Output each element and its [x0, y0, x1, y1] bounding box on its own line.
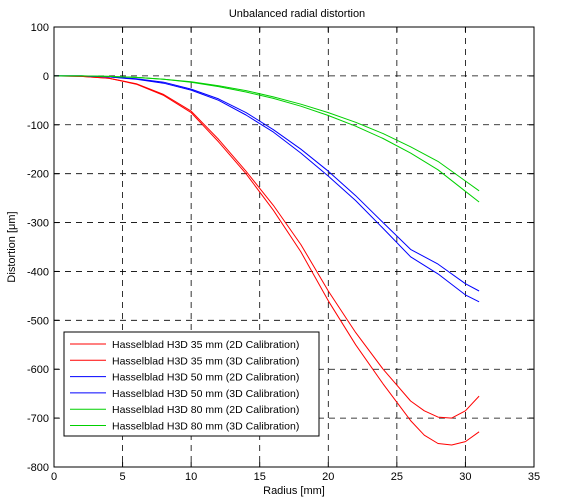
y-tick-label: -500	[27, 315, 49, 327]
legend-label: Hasselblad H3D 80 mm (2D Calibration)	[112, 404, 299, 416]
y-tick-label: -200	[27, 169, 49, 181]
x-tick-label: 25	[391, 471, 403, 483]
legend: Hasselblad H3D 35 mm (2D Calibration) Has…	[63, 331, 320, 437]
legend-box	[63, 331, 320, 437]
y-tick-label: -800	[27, 462, 49, 474]
x-tick-label: 15	[254, 471, 266, 483]
legend-label: Hasselblad H3D 35 mm (2D Calibration)	[112, 339, 299, 351]
x-axis-label: Radius [mm]	[263, 485, 325, 497]
legend-label: Hasselblad H3D 50 mm (3D Calibration)	[112, 388, 299, 400]
y-tick-label: -400	[27, 266, 49, 278]
y-tick-label: -100	[27, 120, 49, 132]
x-tick-label: 20	[322, 471, 334, 483]
x-tick-label: 10	[185, 471, 197, 483]
chart-title: Unbalanced radial distortion	[229, 8, 365, 20]
tick-layer: 0 5 10 15 20 25 30 35 100 0 -100 -200 -300 -400 -500 -6…	[27, 22, 540, 483]
plot-frame	[53, 26, 535, 468]
series-line	[54, 75, 480, 203]
y-tick-label: 0	[43, 71, 49, 83]
legend-label: Hasselblad H3D 35 mm (3D Calibration)	[112, 355, 299, 367]
y-axis-label: Distortion [μm]	[6, 211, 18, 282]
y-tick-label: -600	[27, 364, 49, 376]
y-tick-label: -700	[27, 413, 49, 425]
series-line	[53, 75, 480, 446]
x-tick-label: 5	[120, 471, 126, 483]
x-tick-label: 35	[528, 471, 540, 483]
series-layer	[53, 75, 480, 446]
legend-items: Hasselblad H3D 35 mm (2D Calibration) Has…	[70, 339, 299, 433]
y-tick-label: -300	[27, 218, 49, 230]
y-tick-label: 100	[31, 22, 49, 34]
x-tick-label: 30	[459, 471, 471, 483]
series-line	[54, 75, 480, 303]
legend-label: Hasselblad H3D 80 mm (3D Calibration)	[112, 421, 299, 433]
legend-label: Hasselblad H3D 50 mm (2D Calibration)	[112, 372, 299, 384]
x-tick-label: 0	[51, 471, 57, 483]
